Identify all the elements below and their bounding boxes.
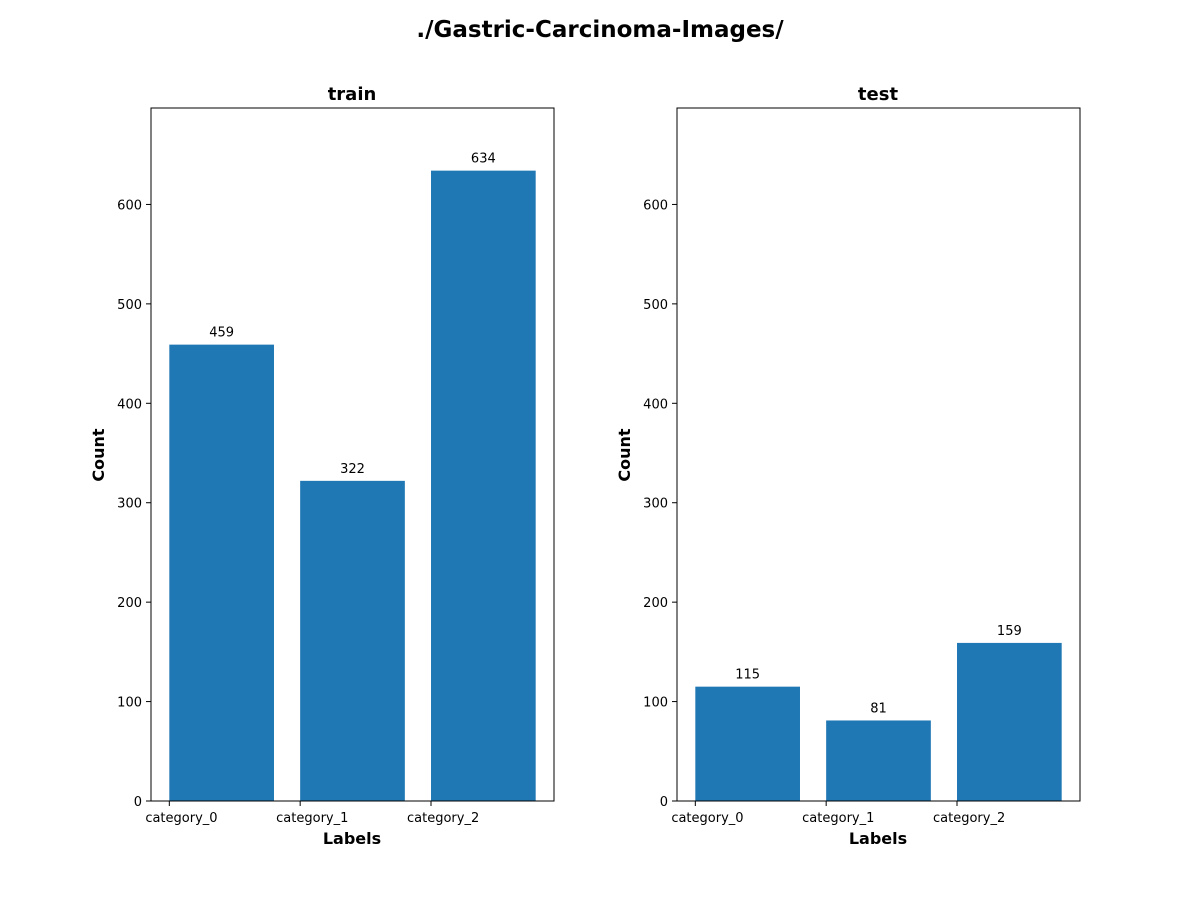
data-label: 159 <box>997 624 1022 639</box>
figure-title: ./Gastric-Carcinoma-Images/ <box>416 17 784 43</box>
y-axis-label: Count <box>615 428 634 482</box>
x-tick-label: category_2 <box>933 811 1005 826</box>
plot-area: 115 81 159 0 100 200 300 400 500 600 category_0 cat… <box>643 107 1081 826</box>
axes-frame <box>150 107 555 802</box>
data-label: 459 <box>209 326 234 341</box>
y-tick-label: 100 <box>117 696 142 711</box>
plot-area: 459 322 634 0 100 200 300 400 500 600 category_0 ca… <box>117 107 555 826</box>
bar-category_1 <box>300 480 405 801</box>
bar-category_2 <box>431 170 536 802</box>
y-tick-label: 400 <box>117 397 142 412</box>
y-tick-label: 400 <box>643 397 668 412</box>
x-tick-label: category_1 <box>276 811 348 826</box>
y-tick-label: 500 <box>117 298 142 313</box>
bar-category_1 <box>826 720 931 801</box>
y-tick-label: 200 <box>643 596 668 611</box>
axes-frame <box>676 107 1081 802</box>
chart-title: test <box>858 84 899 105</box>
test-chart: test Labels Count 115 81 159 0 100 200 300 400 5… <box>615 84 1081 848</box>
x-tick-label: category_1 <box>802 811 874 826</box>
chart-title: train <box>328 84 377 105</box>
x-tick-label: category_0 <box>671 811 743 826</box>
data-label: 322 <box>340 462 365 477</box>
y-tick-label: 600 <box>117 198 142 213</box>
y-tick-label: 500 <box>643 298 668 313</box>
train-chart: train Labels Count 459 322 634 0 100 200 300 40… <box>89 84 555 848</box>
y-tick-label: 0 <box>660 795 668 810</box>
y-tick-label: 300 <box>117 497 142 512</box>
bar-category_2 <box>957 642 1062 801</box>
data-label: 115 <box>735 668 760 683</box>
y-tick-label: 300 <box>643 497 668 512</box>
y-tick-label: 600 <box>643 198 668 213</box>
y-axis-label: Count <box>89 428 108 482</box>
x-tick-label: category_2 <box>407 811 479 826</box>
data-label: 81 <box>870 701 887 716</box>
y-tick-label: 0 <box>134 795 142 810</box>
x-tick-label: category_0 <box>145 811 217 826</box>
data-label: 634 <box>471 152 496 167</box>
y-tick-label: 200 <box>117 596 142 611</box>
x-axis-label: Labels <box>323 829 381 848</box>
bar-category_0 <box>169 344 274 801</box>
bar-category_0 <box>695 686 800 801</box>
y-tick-label: 100 <box>643 696 668 711</box>
x-axis-label: Labels <box>849 829 907 848</box>
